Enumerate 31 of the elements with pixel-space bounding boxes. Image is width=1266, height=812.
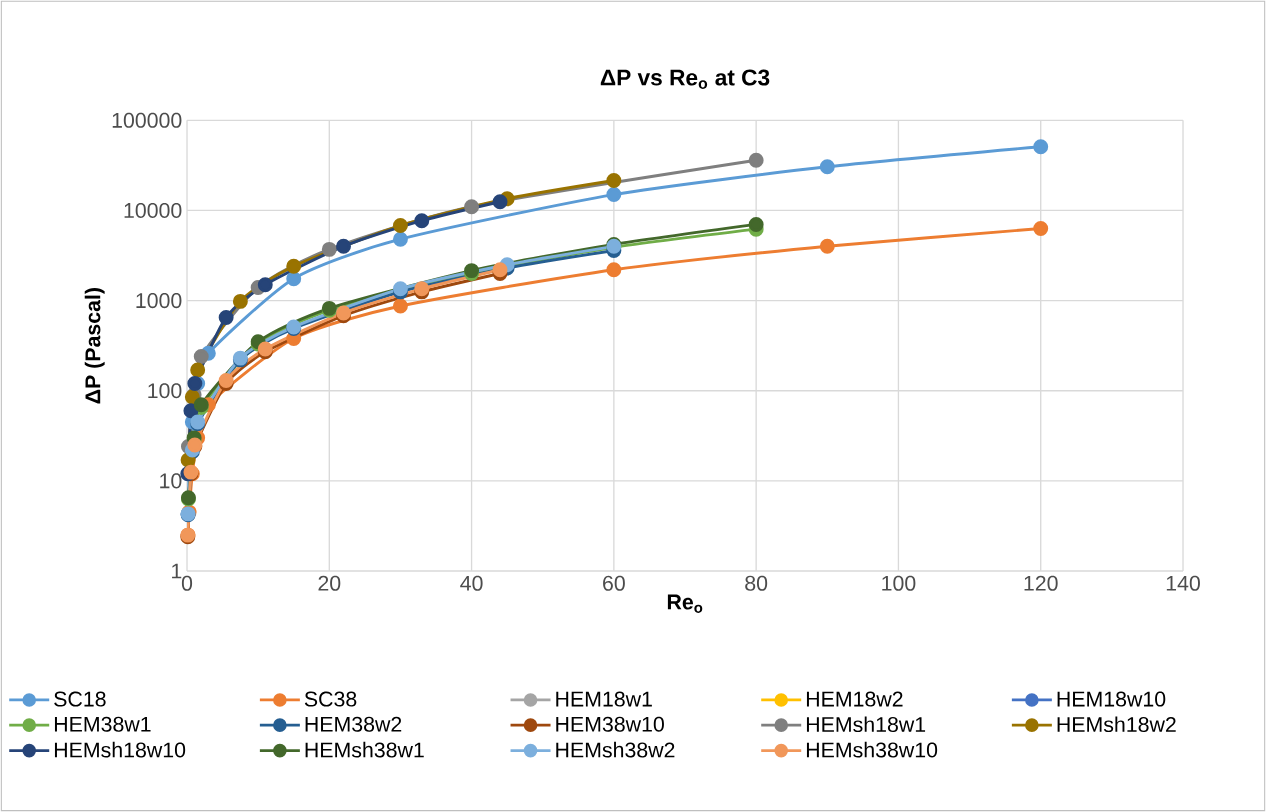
legend-label: HEM38w10 [556, 716, 664, 732]
x-tick-label: 100 [882, 575, 916, 591]
legend-label: HEMsh18w1 [806, 716, 926, 733]
y-tick-label: 10000 [124, 202, 182, 219]
legend-label: HEMsh18w2 [1057, 716, 1176, 733]
y-tick-label: 1000 [136, 293, 182, 309]
legend-label: HEMsh38w1 [305, 741, 424, 758]
x-tick-label: 80 [745, 575, 768, 591]
y-tick-label: 10 [160, 473, 182, 489]
x-tick-label: 140 [1166, 575, 1200, 591]
legend-label: SC38 [304, 691, 357, 707]
legend-label: HEMsh18w10 [54, 741, 186, 758]
legend-label: HEMsh38w10 [806, 741, 938, 758]
legend-label: HEM38w1 [54, 716, 151, 732]
legend-label: HEM18w10 [1057, 691, 1166, 707]
x-tick-label: 60 [603, 575, 625, 591]
legend-label: SC18 [54, 691, 106, 707]
legend-label: HEM18w1 [556, 691, 652, 707]
text: Re$_{o}$ [667, 594, 703, 613]
y-axis-title: ΔP (Pascal) [84, 288, 105, 404]
legend-label: HEM38w2 [305, 716, 402, 732]
x-tick-label: 0 [181, 575, 193, 591]
x-tick-label: 40 [460, 575, 483, 591]
legend-label: HEMsh38w2 [556, 741, 675, 758]
y-tick-label: 100 [148, 383, 182, 399]
y-tick-label: 100000 [112, 112, 182, 128]
x-tick-label: 120 [1024, 575, 1058, 591]
legend-label: HEM18w2 [806, 691, 903, 707]
chart-title: ΔP vs Re$_{o}$ at C3 [600, 69, 770, 89]
y-tick-label: 1 [172, 563, 182, 579]
x-tick-label: 20 [318, 575, 341, 591]
